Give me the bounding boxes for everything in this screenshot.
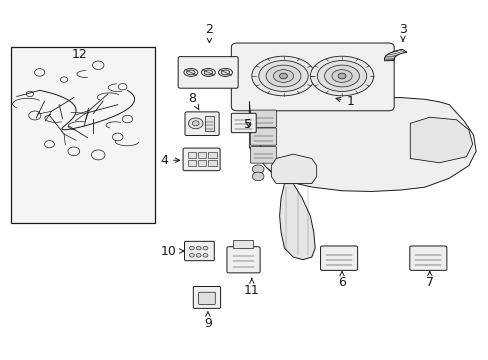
Circle shape [252,165,264,174]
FancyBboxPatch shape [231,113,256,133]
Text: 5: 5 [244,118,252,131]
Ellipse shape [251,56,315,96]
Text: 2: 2 [205,23,213,42]
Polygon shape [409,117,472,163]
Text: 12: 12 [72,48,87,61]
Ellipse shape [258,60,307,91]
FancyBboxPatch shape [184,112,219,135]
Polygon shape [279,184,315,260]
Circle shape [196,246,201,250]
FancyBboxPatch shape [198,292,215,305]
Circle shape [192,121,199,126]
Ellipse shape [317,60,366,91]
Circle shape [337,73,345,79]
Ellipse shape [331,70,351,82]
Ellipse shape [324,65,359,87]
Ellipse shape [310,56,373,96]
Text: 10: 10 [161,244,183,257]
Polygon shape [271,154,316,184]
Bar [187,152,196,158]
FancyBboxPatch shape [184,241,214,261]
Text: 11: 11 [244,278,259,297]
FancyBboxPatch shape [193,287,220,309]
Polygon shape [384,49,406,61]
Circle shape [252,172,264,181]
FancyBboxPatch shape [250,110,276,127]
FancyBboxPatch shape [320,246,357,270]
Polygon shape [249,98,475,192]
Bar [198,152,206,158]
Bar [187,160,196,166]
Circle shape [189,246,194,250]
FancyBboxPatch shape [250,128,276,145]
Ellipse shape [265,65,300,87]
Ellipse shape [221,70,229,75]
Circle shape [196,253,201,257]
FancyBboxPatch shape [409,246,446,270]
Ellipse shape [183,68,198,76]
FancyBboxPatch shape [183,148,220,171]
Ellipse shape [204,70,212,75]
Bar [208,160,216,166]
Circle shape [203,246,207,250]
Polygon shape [249,101,295,184]
FancyBboxPatch shape [178,57,238,88]
Bar [204,116,214,131]
Bar [208,152,216,158]
Bar [232,240,253,248]
Text: 3: 3 [398,23,406,41]
Text: 8: 8 [188,92,199,110]
Bar [198,160,206,166]
Text: 6: 6 [337,271,345,289]
Ellipse shape [273,70,293,82]
FancyBboxPatch shape [226,247,260,273]
Ellipse shape [218,68,232,76]
Circle shape [188,118,203,129]
Circle shape [279,73,287,79]
Circle shape [203,253,207,257]
Ellipse shape [201,68,215,76]
Ellipse shape [186,70,195,75]
Text: 4: 4 [160,154,179,167]
FancyBboxPatch shape [250,147,276,163]
Text: 1: 1 [335,95,353,108]
Bar [11,47,155,223]
Text: 9: 9 [203,311,211,330]
Text: 7: 7 [425,271,433,289]
FancyBboxPatch shape [231,43,393,111]
Circle shape [189,253,194,257]
